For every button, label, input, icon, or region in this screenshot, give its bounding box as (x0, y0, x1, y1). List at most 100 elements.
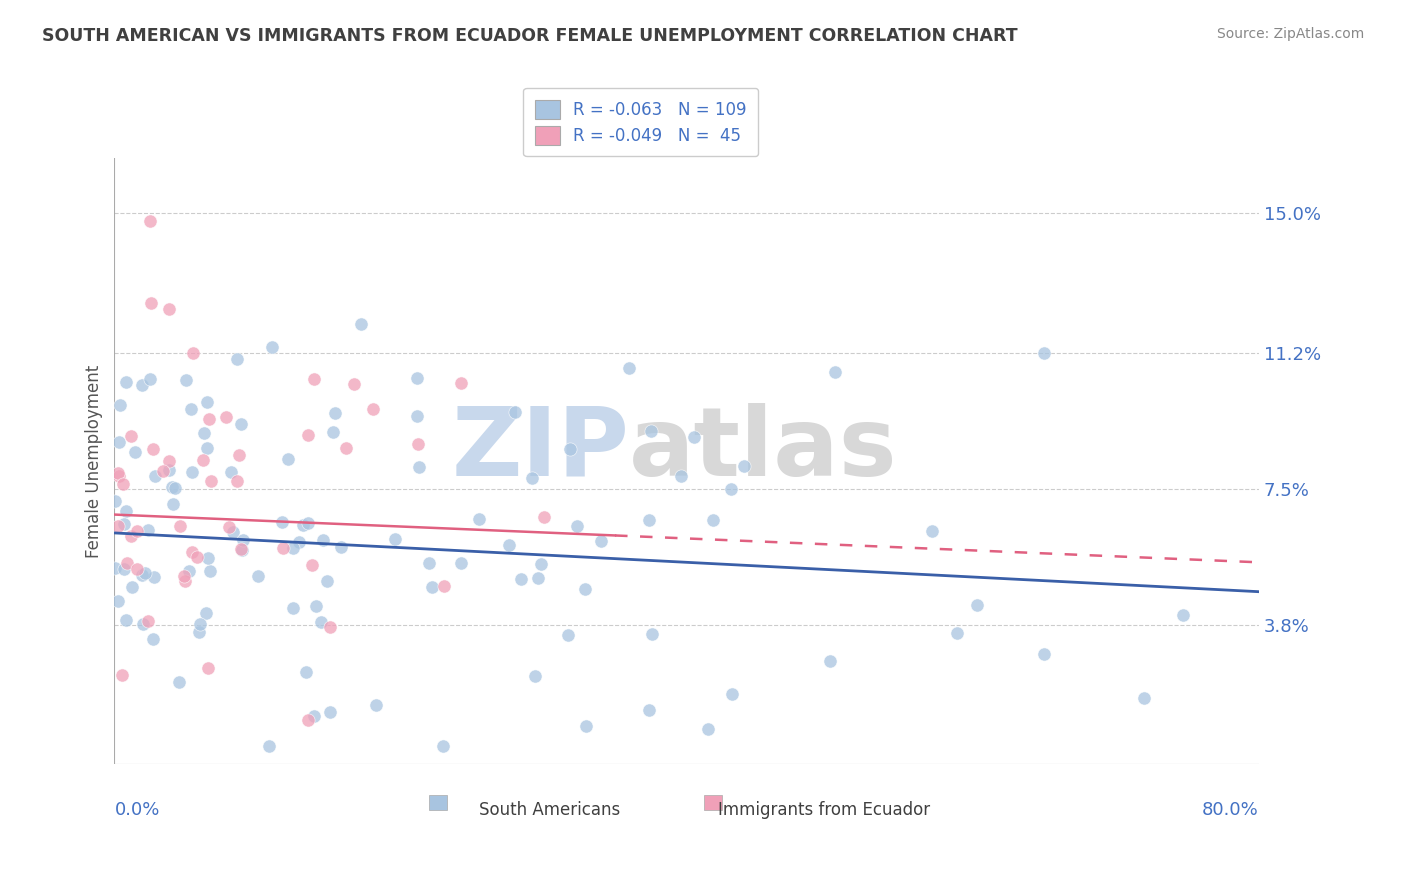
Point (115, 613, 138, 627)
Point (173, 568, 195, 582)
Point (221, 465, 243, 479)
Point (637, 513, 659, 527)
Point (181, 346, 204, 360)
Point (309, 615, 332, 629)
Point (157, 301, 180, 316)
Text: Immigrants from Ecuador: Immigrants from Ecuador (718, 801, 929, 819)
Point (319, 705, 342, 719)
Point (169, 519, 191, 533)
Point (523, 669, 546, 683)
Point (619, 360, 641, 375)
Point (157, 463, 180, 477)
Point (921, 524, 943, 539)
Point (138, 614, 160, 628)
Point (125, 524, 148, 538)
Point (181, 465, 204, 479)
Point (104, 561, 127, 575)
Point (288, 535, 311, 549)
Point (322, 425, 344, 440)
Point (195, 606, 218, 620)
Point (297, 713, 319, 727)
Point (408, 460, 430, 475)
Point (319, 620, 342, 634)
Point (134, 566, 156, 581)
Point (193, 425, 215, 440)
Point (468, 512, 491, 526)
FancyBboxPatch shape (704, 795, 723, 810)
Point (526, 571, 548, 585)
Point (509, 572, 531, 586)
Point (139, 214, 162, 228)
Point (260, 340, 283, 354)
Point (188, 624, 211, 639)
Point (432, 739, 454, 753)
Point (108, 398, 131, 412)
Point (292, 517, 315, 532)
Point (575, 719, 598, 733)
Point (302, 708, 325, 723)
Point (406, 409, 429, 423)
Point (565, 518, 588, 533)
Point (281, 601, 304, 615)
Point (271, 515, 294, 529)
Point (818, 655, 841, 669)
Text: Source: ZipAtlas.com: Source: ZipAtlas.com (1216, 27, 1364, 41)
Point (591, 533, 613, 548)
Point (574, 582, 596, 596)
Point (112, 562, 135, 576)
Point (107, 466, 129, 480)
Point (160, 480, 183, 494)
Point (114, 376, 136, 390)
Point (366, 698, 388, 712)
Point (281, 541, 304, 556)
Point (111, 477, 134, 491)
Point (1033, 346, 1056, 360)
Point (174, 373, 197, 387)
Point (162, 497, 184, 511)
Point (966, 598, 988, 612)
Point (530, 558, 553, 572)
Point (152, 464, 174, 478)
Point (343, 376, 366, 391)
Point (177, 564, 200, 578)
Point (138, 372, 160, 386)
Point (335, 441, 357, 455)
Point (200, 474, 222, 488)
Point (1171, 608, 1194, 623)
Point (408, 437, 430, 451)
Point (312, 533, 335, 548)
Text: South Americans: South Americans (478, 801, 620, 819)
Point (558, 442, 581, 456)
Point (640, 424, 662, 438)
Point (143, 569, 166, 583)
Point (169, 674, 191, 689)
Point (215, 410, 238, 425)
Point (120, 428, 142, 442)
Point (111, 667, 134, 681)
Point (557, 628, 579, 642)
Point (143, 469, 166, 483)
Point (173, 574, 195, 589)
Point (191, 453, 214, 467)
Point (120, 529, 142, 543)
Point (498, 538, 520, 552)
Point (720, 482, 742, 496)
Point (305, 599, 328, 613)
Point (132, 616, 155, 631)
Point (231, 543, 253, 558)
Point (226, 352, 249, 367)
Point (186, 549, 208, 564)
Point (271, 541, 294, 556)
Point (297, 428, 319, 442)
Point (406, 371, 429, 385)
Point (139, 296, 162, 310)
Point (131, 568, 153, 582)
Point (157, 454, 180, 468)
Point (195, 395, 218, 409)
Text: ZIP: ZIP (451, 402, 630, 496)
Point (131, 378, 153, 392)
Point (232, 533, 254, 548)
Point (323, 406, 346, 420)
Text: SOUTH AMERICAN VS IMMIGRANTS FROM ECUADOR FEMALE UNEMPLOYMENT CORRELATION CHART: SOUTH AMERICAN VS IMMIGRANTS FROM ECUADO… (42, 27, 1018, 45)
Legend: R = -0.063   N = 109, R = -0.049   N =  45: R = -0.063 N = 109, R = -0.049 N = 45 (523, 88, 758, 156)
